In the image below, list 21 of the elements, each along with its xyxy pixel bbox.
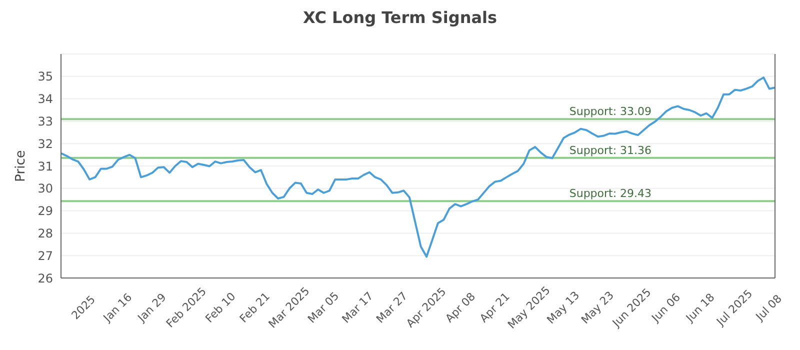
ref-line-label: Support: 29.43 (569, 187, 652, 200)
y-tick-label: 35 (38, 70, 53, 84)
y-tick-label: 34 (38, 92, 53, 106)
y-tick-label: 30 (38, 182, 53, 196)
x-tick-label: Jun 06 (648, 290, 683, 326)
y-tick-label: 27 (38, 248, 53, 263)
line-series (60, 76, 776, 258)
x-tick-label: Jun 18 (682, 290, 718, 326)
x-tick-label: Jan 16 (100, 290, 135, 326)
y-tick-label: 29 (38, 204, 53, 218)
y-tick-label: 26 (38, 271, 53, 286)
ref-line-label: Support: 33.09 (569, 105, 652, 118)
ref-line-label: Support: 31.36 (569, 144, 652, 157)
x-tick-label: Jul 08 (752, 292, 784, 324)
y-axis-title: Price (14, 150, 29, 182)
y-tick-label: 33 (38, 114, 53, 128)
x-tick-label: Mar 17 (340, 290, 376, 326)
y-tick-label: 32 (38, 136, 53, 151)
y-tick-label: 28 (38, 226, 53, 240)
y-tick-label: 31 (38, 159, 53, 174)
chart-title: XC Long Term Signals (302, 8, 498, 29)
